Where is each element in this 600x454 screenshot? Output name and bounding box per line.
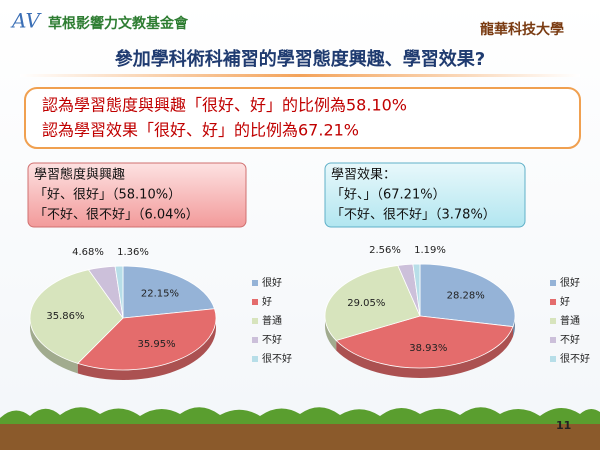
legend-label: 很不好	[262, 352, 292, 365]
data-label: 29.05%	[347, 298, 385, 309]
pie-slice	[114, 265, 124, 319]
legend-swatch	[550, 299, 556, 305]
pie-slice	[335, 315, 514, 369]
callout-text: 「不好、很不好」（6.04%）	[34, 208, 199, 223]
summary-line: 認為學習態度與興趣「很好、好」的比例為58.10%	[42, 96, 407, 115]
pie-side	[325, 316, 337, 351]
data-label: 1.36%	[117, 247, 149, 258]
callout-text: 學習效果：	[331, 168, 396, 183]
legend-label: 普通	[262, 314, 282, 327]
grass	[0, 407, 600, 424]
data-label: 28.28%	[447, 291, 485, 302]
pie-side	[336, 326, 513, 379]
legend-label: 很不好	[560, 352, 590, 365]
callout-text: 「不好、很不好」（3.78%）	[331, 208, 496, 223]
slide-title: 參加學科術科補習的學習態度興趣、學習效果?	[115, 48, 485, 70]
legend-label: 好	[560, 296, 570, 308]
logo-right: 龍華科技大學	[480, 21, 564, 38]
title-underline	[20, 74, 580, 77]
data-label: 2.56%	[369, 245, 401, 256]
pie-slice	[419, 263, 516, 328]
logo-mark: AV	[10, 9, 42, 33]
legend-swatch	[252, 356, 258, 362]
legend-label: 很好	[560, 276, 580, 289]
callout-text: 學習態度與興趣	[34, 167, 125, 183]
summary-line: 認為學習效果「很好、好」的比例為67.21%	[42, 121, 359, 140]
logo-left: 草根影響力文教基金會	[48, 15, 189, 32]
pie-slice	[122, 265, 216, 319]
callout-text: 「好、很好」（58.10%）	[34, 188, 181, 203]
legend-swatch	[252, 280, 258, 286]
legend-label: 不好	[560, 334, 580, 346]
legend-label: 不好	[262, 334, 282, 346]
data-label: 35.95%	[137, 339, 175, 350]
legend-swatch	[252, 299, 258, 305]
legend-swatch	[550, 356, 556, 362]
pie-slice	[324, 265, 421, 341]
legend-label: 很好	[262, 276, 282, 289]
legend-swatch	[550, 280, 556, 286]
pie-slice	[76, 308, 217, 371]
legend-swatch	[252, 337, 258, 343]
data-label: 22.15%	[141, 288, 179, 299]
summary-box	[24, 87, 581, 149]
callout-box	[324, 162, 526, 228]
data-label: 35.86%	[46, 311, 84, 322]
data-label: 38.93%	[409, 343, 447, 354]
pie-slice	[29, 269, 124, 364]
data-label: 4.68%	[72, 247, 104, 258]
pie-side	[77, 318, 217, 380]
legend-swatch	[550, 318, 556, 324]
data-label: 1.19%	[414, 245, 446, 256]
pie-side	[29, 318, 78, 374]
pie-side	[512, 316, 515, 337]
callout-text: 「好、」（67.21%）	[331, 188, 446, 203]
callout-box	[27, 162, 247, 228]
legend-swatch	[252, 318, 258, 324]
legend-label: 普通	[560, 314, 580, 327]
legend-label: 好	[262, 296, 272, 308]
page-number: 11	[556, 419, 571, 432]
pie-slice	[412, 263, 421, 317]
legend-swatch	[550, 337, 556, 343]
